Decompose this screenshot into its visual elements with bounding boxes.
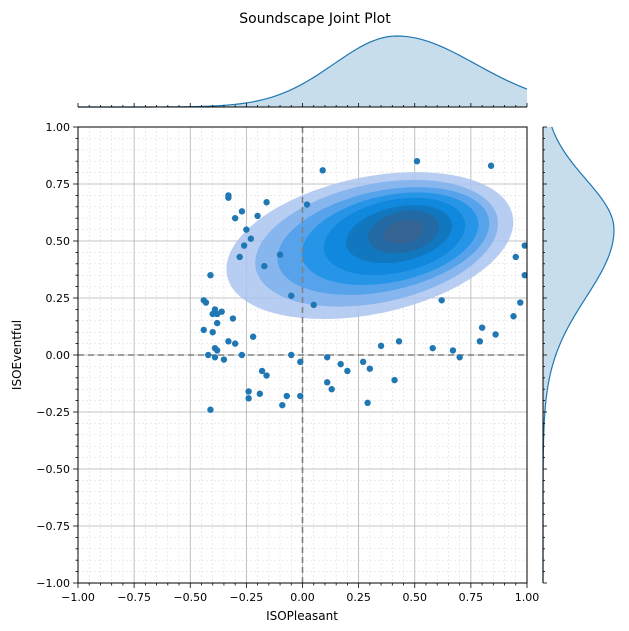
y-tick-label: 0.00 xyxy=(46,349,71,362)
data-point xyxy=(202,299,210,306)
data-point xyxy=(344,367,351,375)
data-point xyxy=(319,167,326,174)
data-point xyxy=(279,401,286,409)
data-point xyxy=(243,226,250,233)
reference-lines xyxy=(78,127,527,583)
x-tick-label: −0.75 xyxy=(117,591,151,604)
data-point xyxy=(220,356,228,363)
data-point xyxy=(517,299,524,306)
y-tick-label: −0.50 xyxy=(36,463,70,476)
data-point xyxy=(276,251,284,258)
data-point xyxy=(337,360,344,368)
data-point xyxy=(225,194,232,201)
x-tick-label: 0.50 xyxy=(403,591,428,604)
data-point xyxy=(263,372,270,379)
data-point xyxy=(209,329,216,336)
data-point xyxy=(297,392,304,400)
data-point xyxy=(249,333,257,340)
y-marginal-fill xyxy=(543,127,614,583)
data-point xyxy=(256,390,264,397)
data-point xyxy=(238,351,246,359)
data-point xyxy=(288,351,295,359)
data-point xyxy=(211,354,219,361)
data-point xyxy=(456,354,463,361)
x-tick-label: −0.25 xyxy=(230,591,264,604)
data-point xyxy=(328,386,335,393)
data-point xyxy=(391,376,398,384)
x-tick-label: −0.50 xyxy=(173,591,207,604)
data-point xyxy=(521,242,527,249)
data-point xyxy=(510,313,517,320)
data-point xyxy=(303,201,311,208)
data-point xyxy=(413,158,421,165)
data-point xyxy=(200,326,207,334)
data-point xyxy=(521,272,527,279)
x-tick-label: 0.25 xyxy=(346,591,371,604)
y-axis-ticks: −1.00 −0.75 −0.50 −0.25 0.00 0.25 0.50 0.75 1.00 xyxy=(36,121,78,590)
data-point xyxy=(207,272,214,279)
data-point xyxy=(205,351,212,359)
y-tick-label: 0.25 xyxy=(46,292,71,305)
data-point xyxy=(366,365,374,372)
data-point xyxy=(245,388,252,395)
data-point xyxy=(238,208,246,215)
density-contours xyxy=(226,172,514,320)
data-point xyxy=(213,347,221,354)
x-tick-label: −1.00 xyxy=(61,591,95,604)
data-point xyxy=(261,262,268,270)
data-point xyxy=(438,297,445,304)
x-tick-label: 0.00 xyxy=(290,591,315,604)
y-tick-label: 0.50 xyxy=(46,235,71,248)
data-point xyxy=(377,342,385,350)
data-point xyxy=(487,162,495,169)
data-point xyxy=(207,406,214,413)
data-point xyxy=(209,310,216,318)
data-point xyxy=(240,242,248,249)
data-point xyxy=(310,301,317,309)
data-point xyxy=(283,392,290,400)
y-tick-label: −0.25 xyxy=(36,406,70,419)
data-point xyxy=(258,367,266,375)
y-marginal-density xyxy=(542,126,615,584)
scatter-points xyxy=(200,158,527,413)
data-point xyxy=(225,338,232,345)
data-point xyxy=(449,347,457,354)
y-tick-label: −0.75 xyxy=(36,520,70,533)
data-point xyxy=(288,292,295,299)
data-point xyxy=(213,319,221,327)
y-tick-label: −1.00 xyxy=(36,577,70,590)
data-point xyxy=(218,308,225,315)
data-point xyxy=(245,395,252,402)
data-point xyxy=(247,235,255,242)
data-point xyxy=(297,358,304,366)
x-marginal-density xyxy=(77,35,528,108)
x-tick-label: 0.75 xyxy=(459,591,484,604)
density-level xyxy=(383,219,424,244)
data-point xyxy=(229,315,237,322)
data-point xyxy=(476,338,484,345)
data-point xyxy=(323,354,331,361)
data-point xyxy=(492,331,499,338)
data-point xyxy=(231,215,239,222)
y-axis-label: ISOEventful xyxy=(10,320,24,390)
data-point xyxy=(323,379,331,386)
data-point xyxy=(254,212,261,220)
data-point xyxy=(478,324,486,331)
data-point xyxy=(364,399,371,407)
y-tick-label: 1.00 xyxy=(46,121,71,134)
data-point xyxy=(236,253,243,261)
data-point xyxy=(429,344,436,352)
x-axis-ticks: −1.00 −0.75 −0.50 −0.25 0.00 0.25 0.50 0.75 1.00 xyxy=(61,583,539,604)
data-point xyxy=(512,253,519,261)
data-point xyxy=(263,199,270,206)
x-axis-label: ISOPleasant xyxy=(266,609,338,623)
chart-title: Soundscape Joint Plot xyxy=(239,11,391,27)
x-tick-label: 1.00 xyxy=(515,591,540,604)
data-point xyxy=(359,358,367,366)
y-tick-label: 0.75 xyxy=(46,178,71,191)
x-marginal-fill xyxy=(78,36,527,107)
data-point xyxy=(231,340,239,347)
data-point xyxy=(395,338,403,345)
